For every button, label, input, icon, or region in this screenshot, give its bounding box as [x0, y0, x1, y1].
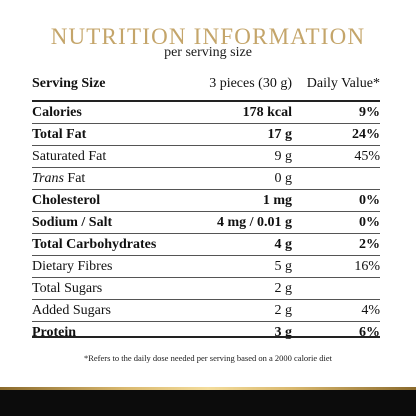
nutrient-daily-value: 45%	[354, 149, 380, 164]
nutrient-name: Fat	[63, 171, 86, 186]
daily-value-header: Daily Value*	[306, 76, 380, 91]
panel-title: NUTRITION INFORMATION	[50, 24, 366, 49]
nutrient-daily-value: 6%	[359, 325, 380, 340]
table-row: Saturated Fat 9 g 45%	[32, 146, 380, 168]
table-row: Dietary Fibres 5 g 16%	[32, 256, 380, 278]
nutrient-name: Saturated Fat	[32, 149, 107, 164]
header-divider	[32, 100, 380, 102]
nutrient-amount: 9 g	[274, 149, 293, 164]
table-row: Cholesterol 1 mg 0%	[32, 190, 380, 212]
panel-subtitle: per serving size	[164, 45, 252, 60]
nutrient-amount: 5 g	[274, 259, 293, 274]
nutrient-name-italic: Trans	[32, 171, 64, 186]
table-row: Added Sugars 2 g 4%	[32, 300, 380, 322]
nutrient-daily-value: 9%	[359, 105, 380, 120]
table-row: Total Fat 17 g 24%	[32, 124, 380, 146]
table-row: Sodium / Salt 4 mg / 0.01 g 0%	[32, 212, 380, 234]
nutrient-daily-value: 24%	[352, 127, 380, 142]
nutrient-name: Calories	[32, 105, 82, 120]
nutrient-name: Total Fat	[32, 127, 87, 142]
nutrient-daily-value: 16%	[354, 259, 380, 274]
serving-size-row: Serving Size 3 pieces (30 g) Daily Value…	[32, 76, 380, 96]
nutrient-name: Cholesterol	[32, 193, 101, 208]
table-row: Calories 178 kcal 9%	[32, 102, 380, 124]
nutrient-name-wrapper: Trans Fat	[32, 168, 85, 189]
nutrient-amount: 178 kcal	[242, 105, 292, 120]
serving-size-amount: 3 pieces (30 g)	[209, 76, 292, 91]
table-row: Total Carbohydrates 4 g 2%	[32, 234, 380, 256]
table-row: Trans Fat 0 g	[32, 168, 380, 190]
serving-size-label: Serving Size	[32, 76, 106, 91]
nutrient-name: Dietary Fibres	[32, 259, 113, 274]
nutrient-amount: 4 mg / 0.01 g	[216, 215, 292, 230]
nutrient-amount: 2 g	[274, 281, 293, 296]
nutrient-amount: 0 g	[274, 171, 293, 186]
nutrient-daily-value: 4%	[361, 303, 380, 318]
nutrient-amount: 17 g	[267, 127, 293, 142]
nutrient-daily-value: 2%	[359, 237, 380, 252]
nutrient-name: Protein	[32, 325, 77, 340]
nutrient-daily-value: 0%	[359, 193, 380, 208]
nutrient-daily-value: 0%	[359, 215, 380, 230]
nutrient-amount: 2 g	[274, 303, 293, 318]
nutrient-name: Sodium / Salt	[32, 215, 113, 230]
daily-value-footnote: *Refers to the daily dose needed per ser…	[83, 353, 333, 363]
nutrient-amount: 4 g	[274, 237, 293, 252]
nutrient-amount: 3 g	[274, 325, 293, 340]
nutrition-table: Calories 178 kcal 9% Total Fat 17 g 24% …	[32, 102, 380, 343]
table-bottom-divider	[32, 336, 380, 338]
nutrient-amount: 1 mg	[262, 193, 292, 208]
nutrient-name: Total Sugars	[32, 281, 103, 296]
footer-band	[0, 390, 416, 416]
table-row: Protein 3 g 6%	[32, 322, 380, 343]
table-row: Total Sugars 2 g	[32, 278, 380, 300]
nutrient-name: Total Carbohydrates	[32, 237, 157, 252]
footer-gold-stripe	[0, 387, 416, 390]
nutrient-name: Added Sugars	[32, 303, 111, 318]
